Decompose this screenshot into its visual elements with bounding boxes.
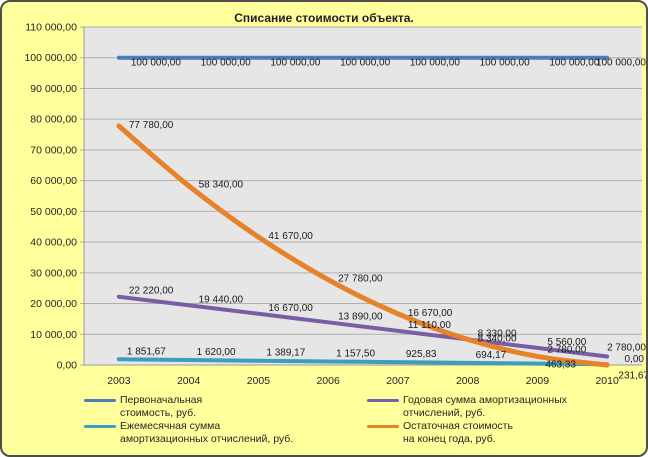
data-label: 100 000,00	[480, 58, 530, 69]
y-tick-label: 40 000,00	[30, 237, 77, 249]
x-tick-label: 2003	[107, 375, 131, 387]
y-tick-label: 110 000,00	[25, 22, 77, 34]
legend-label-line: Ежемесячная сумма	[120, 420, 221, 432]
data-label: 694,17	[476, 350, 507, 361]
data-label: 77 780,00	[129, 120, 174, 131]
legend-label-line: отчислений, руб.	[403, 407, 486, 419]
data-label: 100 000,00	[131, 58, 181, 69]
plot-area	[84, 27, 642, 365]
data-label: 463,33	[545, 360, 576, 371]
data-label: 8 340,00	[478, 333, 517, 344]
legend-item-residual-value: Остаточная стоимость на конец года, руб.	[367, 420, 644, 446]
data-label: 2 780,00	[547, 344, 586, 355]
y-tick-label: 0,00	[57, 360, 78, 372]
data-label: 19 440,00	[199, 294, 244, 305]
x-tick-label: 2009	[526, 375, 550, 387]
y-tick-label: 20 000,00	[30, 298, 77, 310]
legend-line-swatch-icon	[84, 425, 116, 428]
y-tick-label: 90 000,00	[30, 83, 77, 95]
data-label: 925,83	[406, 349, 437, 360]
data-label: 58 340,00	[199, 180, 244, 191]
data-label: 13 890,00	[338, 311, 383, 322]
legend-label-line: Остаточная стоимость	[403, 420, 513, 432]
legend-label-line: на конец года, руб.	[403, 433, 496, 445]
series-line	[116, 123, 610, 368]
legend-item-annual-depreciation: Годовая сумма амортизационных отчислений…	[367, 394, 644, 420]
x-tick-label: 2005	[247, 375, 271, 387]
legend-line-swatch-icon	[367, 425, 399, 428]
y-tick-label: 50 000,00	[30, 206, 77, 218]
legend-label-line: Первоначальная	[120, 394, 203, 406]
y-tick-label: 30 000,00	[30, 267, 77, 279]
chart-title: Списание стоимости объекта.	[234, 11, 414, 25]
data-label: 100 000,00	[596, 58, 646, 69]
data-label: 0,00	[625, 354, 645, 365]
x-tick-label: 2010	[595, 375, 619, 387]
data-label: 100 000,00	[340, 58, 390, 69]
legend-label-line: амортизационных отчислений, руб.	[120, 433, 294, 445]
legend-label-line: Годовая сумма амортизационных	[403, 394, 567, 406]
y-tick-label: 100 000,00	[24, 52, 77, 64]
data-label: 22 220,00	[129, 286, 174, 297]
data-label: 16 670,00	[268, 303, 313, 314]
x-tick-label: 2004	[177, 375, 201, 387]
x-tick-label: 2008	[456, 375, 480, 387]
data-label: 11 110,00	[408, 320, 451, 331]
data-label: 8 330,00	[478, 328, 517, 339]
x-tick-label: 2007	[386, 375, 410, 387]
y-tick-label: 80 000,00	[30, 114, 77, 126]
data-label: 100 000,00	[549, 58, 599, 69]
data-label: 1 389,17	[266, 348, 305, 359]
legend-label-line: стоимость, руб.	[120, 407, 197, 419]
data-label: 1 851,67	[127, 346, 166, 357]
data-label: 16 670,00	[408, 308, 453, 319]
data-label: 100 000,00	[410, 58, 460, 69]
data-label: 5 560,00	[547, 337, 586, 348]
data-label: 100 000,00	[270, 58, 320, 69]
x-tick-label: 2006	[316, 375, 340, 387]
data-label: 27 780,00	[338, 274, 383, 285]
legend-item-monthly-depreciation: Ежемесячная сумма амортизационных отчисл…	[84, 420, 361, 446]
chart-legend: Первоначальная стоимость, руб. Годовая с…	[84, 394, 644, 446]
y-tick-label: 60 000,00	[30, 175, 77, 187]
series-line	[116, 294, 610, 359]
data-label: 1 157,50	[336, 348, 375, 359]
data-label: 100 000,00	[201, 58, 251, 69]
data-label: 41 670,00	[268, 231, 313, 242]
legend-line-swatch-icon	[84, 399, 116, 402]
series-line	[116, 357, 610, 367]
y-tick-label: 10 000,00	[30, 329, 77, 341]
y-tick-label: 70 000,00	[30, 144, 77, 156]
data-label: 2 780,00	[607, 342, 646, 353]
legend-line-swatch-icon	[367, 399, 399, 402]
data-label: 1 620,00	[197, 347, 236, 358]
data-label: 231,67	[618, 370, 648, 381]
legend-item-initial-cost: Первоначальная стоимость, руб.	[84, 394, 361, 420]
